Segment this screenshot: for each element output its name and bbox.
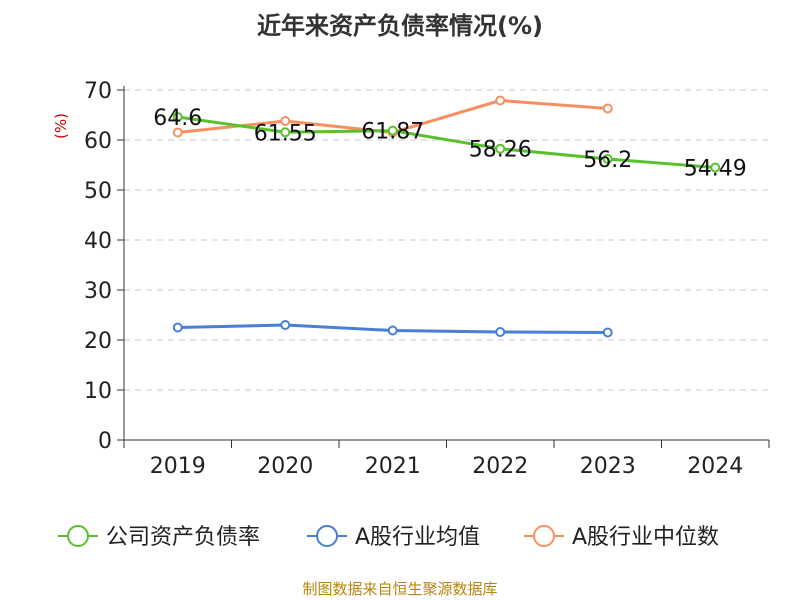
data-label: 56.2 bbox=[583, 148, 632, 173]
source-note: 制图数据来自恒生聚源数据库 bbox=[302, 580, 497, 598]
legend-marker-icon bbox=[533, 525, 555, 547]
legend-label: A股行业中位数 bbox=[572, 525, 719, 550]
series-layer bbox=[172, 95, 721, 338]
y-tick-label: 0 bbox=[98, 429, 112, 454]
data-point bbox=[280, 116, 291, 126]
data-point bbox=[387, 325, 398, 336]
y-tick-label: 40 bbox=[84, 229, 112, 254]
data-point bbox=[495, 143, 506, 154]
chart-title: 近年来资产负债率情况(%) bbox=[257, 12, 543, 40]
data-label: 61.87 bbox=[361, 120, 424, 145]
y-axis: 0 10 20 30 40 50 60 70 bbox=[84, 79, 125, 454]
data-point bbox=[172, 322, 183, 333]
series-line-0 bbox=[177, 115, 716, 170]
legend-label: 公司资产负债率 bbox=[106, 525, 260, 550]
data-label: 64.6 bbox=[153, 106, 202, 131]
legend-label: A股行业均值 bbox=[355, 525, 480, 550]
x-axis: 2019 2020 2021 2022 2023 2024 bbox=[123, 439, 770, 479]
y-tick-label: 30 bbox=[84, 279, 112, 304]
y-tick-label: 60 bbox=[84, 129, 112, 154]
data-labels: 64.6 61.55 61.87 58.26 56.2 54.49 bbox=[153, 106, 746, 182]
x-tick-label: 2019 bbox=[150, 454, 206, 479]
data-point bbox=[172, 112, 183, 122]
x-tick-label: 2023 bbox=[580, 454, 636, 479]
data-point bbox=[602, 154, 613, 164]
data-point bbox=[495, 327, 506, 337]
grid bbox=[124, 89, 769, 391]
data-point bbox=[280, 127, 291, 138]
data-point bbox=[387, 125, 398, 136]
y-tick-label: 10 bbox=[84, 379, 112, 404]
data-point bbox=[172, 127, 183, 138]
data-point bbox=[602, 327, 613, 338]
data-point bbox=[602, 103, 613, 114]
x-tick-label: 2024 bbox=[687, 454, 743, 479]
data-label: 54.49 bbox=[684, 157, 747, 182]
y-tick-label: 20 bbox=[84, 329, 112, 354]
x-tick-label: 2020 bbox=[257, 454, 313, 479]
data-point bbox=[280, 320, 291, 330]
data-point bbox=[710, 162, 721, 173]
y-axis-label: (%) bbox=[52, 113, 70, 139]
data-label: 61.55 bbox=[254, 121, 317, 146]
data-label: 58.26 bbox=[469, 138, 532, 163]
legend-marker-icon bbox=[67, 525, 89, 547]
data-point bbox=[495, 95, 506, 106]
y-tick-label: 50 bbox=[84, 179, 112, 204]
legend-marker-icon bbox=[316, 525, 338, 547]
legend: 公司资产负债率 A股行业均值 A股行业中位数 bbox=[58, 525, 719, 550]
x-tick-label: 2022 bbox=[472, 454, 528, 479]
y-tick-label: 70 bbox=[84, 79, 112, 104]
x-tick-label: 2021 bbox=[365, 454, 421, 479]
